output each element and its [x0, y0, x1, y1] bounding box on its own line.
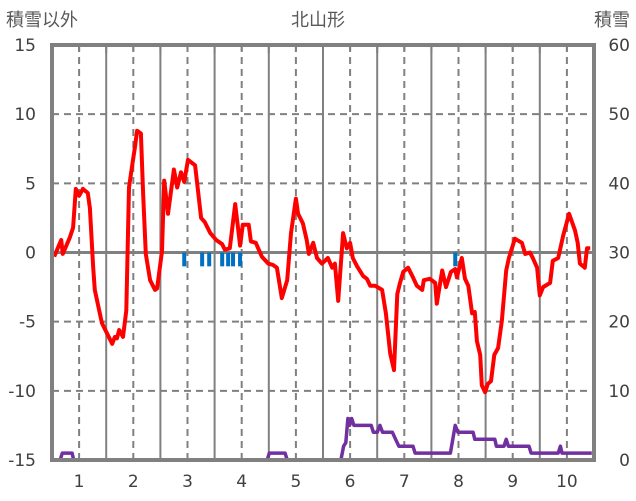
x-tick-label: 2 — [128, 472, 139, 492]
bar — [231, 252, 236, 267]
x-tick-label: 10 — [556, 472, 578, 492]
bar — [220, 252, 225, 267]
y-left-tick-label: 15 — [14, 36, 36, 56]
x-tick-label: 4 — [236, 472, 247, 492]
plot-marks — [52, 128, 592, 462]
bar — [453, 252, 458, 267]
y-right-tick-label: 10 — [608, 382, 630, 402]
x-tick-label: 9 — [507, 472, 518, 492]
plot-frame — [50, 43, 596, 462]
y-right-tick-label: 20 — [608, 313, 630, 333]
series-line-temp — [52, 128, 591, 395]
x-tick-label: 3 — [182, 472, 193, 492]
x-tick-label: 6 — [345, 472, 356, 492]
y-left-tick-label: -5 — [19, 313, 36, 333]
x-tick-label: 7 — [399, 472, 410, 492]
y-right-tick-label: 30 — [608, 244, 630, 264]
y-left-tick-label: -10 — [8, 382, 36, 402]
y-left-tick-label: 0 — [25, 244, 36, 264]
bar — [200, 252, 205, 267]
y-left-tick-label: 10 — [14, 105, 36, 125]
y-right-tick-label: 40 — [608, 174, 630, 194]
y-right-tick-label: 0 — [619, 451, 630, 471]
series-line-snow — [52, 416, 592, 462]
y-left-tick-label: 5 — [25, 174, 36, 194]
bar — [226, 252, 231, 267]
x-tick-label: 1 — [74, 472, 85, 492]
grid — [52, 45, 594, 460]
y-left-tick-label: -15 — [8, 451, 36, 471]
right-axis-title: 積雪 — [594, 10, 630, 31]
x-tick-label: 5 — [290, 472, 301, 492]
y-right-tick-label: 50 — [608, 105, 630, 125]
bar — [238, 252, 243, 267]
left-axis-title: 積雪以外 — [6, 10, 78, 31]
bar — [207, 252, 212, 267]
y-right-tick-label: 60 — [608, 36, 630, 56]
bar — [182, 252, 187, 267]
x-tick-label: 8 — [453, 472, 464, 492]
chart-title: 北山形 — [291, 10, 345, 31]
